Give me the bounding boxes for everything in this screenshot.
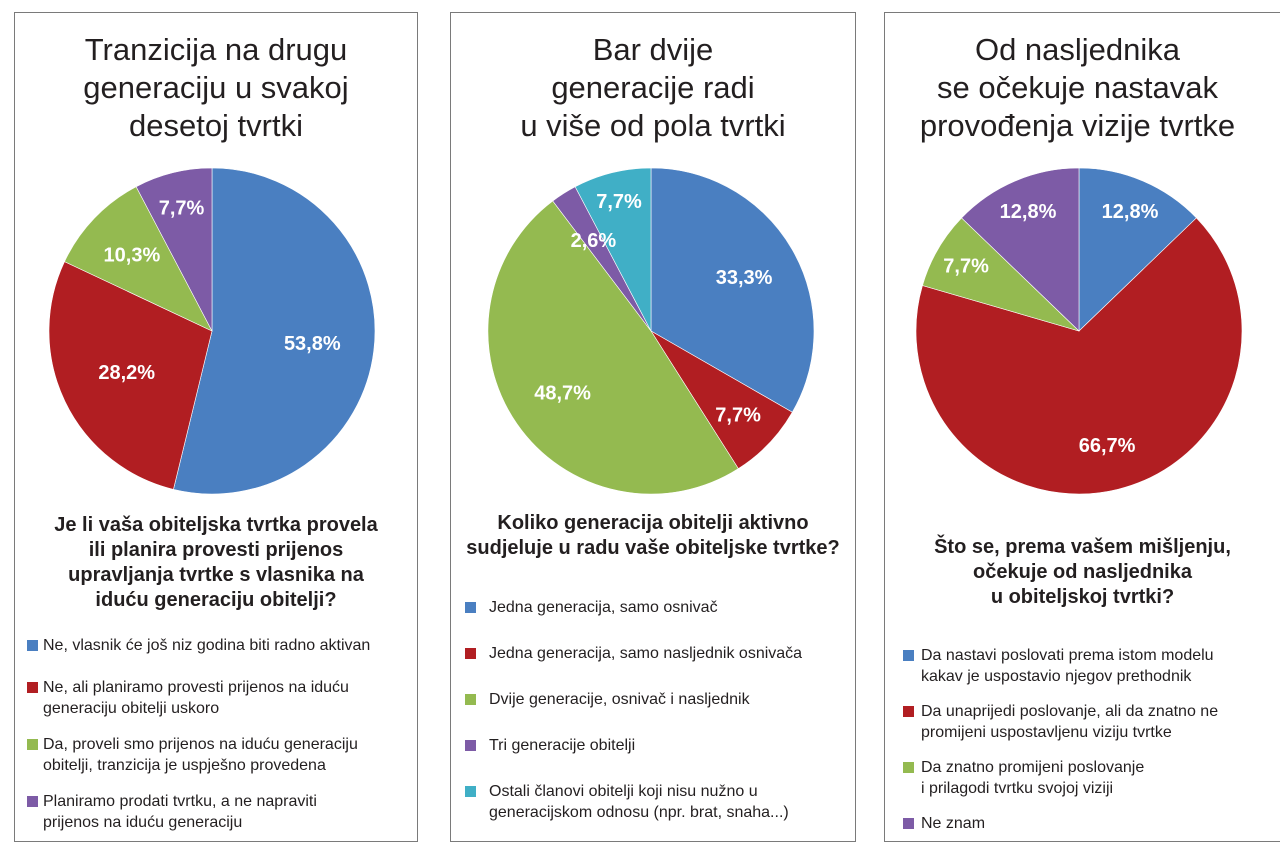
legend-swatch [27,682,38,693]
legend-item: Dvije generacije, osnivač i nasljednik [451,689,855,710]
slice-value-label: 48,7% [534,382,591,404]
legend-item: Da nastavi poslovati prema istom modelu … [885,645,1280,687]
chart-title: Bar dvije generacije radi u više od pola… [451,31,855,145]
chart-title-line: generacije radi [551,70,755,105]
pie-slice [1078,167,1197,332]
survey-question: Je li vaša obiteljska tvrtka provela ili… [23,513,409,613]
question-line: Što se, prema vašem mišljenju, [934,536,1231,558]
slice-value-label: 7,7% [596,191,642,213]
question-line: Je li vaša obiteljska tvrtka provela [54,514,378,536]
legend-swatch [465,602,476,613]
question-line: sudjeluje u radu vaše obiteljske tvrtke? [466,537,840,559]
legend-item: Da znatno promijeni poslovanje i prilago… [885,757,1280,799]
chart-title-line: u više od pola tvrtki [520,108,786,143]
slice-value-label: 66,7% [1079,435,1136,457]
chart-title-line: provođenja vizije tvrtke [919,108,1236,143]
slice-value-label: 33,3% [716,267,773,289]
pie-chart: 33,3% 7,7% 48,7% 2,6% 7,7% [487,167,815,495]
chart-title-line: se očekuje nastavak [937,70,1218,105]
slice-value-label: 7,7% [943,256,989,278]
question-line: ili planira provesti prijenos [88,539,344,561]
legend-item: Planiramo prodati tvrtku, a ne napraviti… [15,791,417,833]
pie-chart: 53,8% 28,2% 10,3% 7,7% [48,167,376,495]
chart-title-line: Tranzicija na drugu [84,32,348,67]
legend-label: Planiramo prodati tvrtku, a ne napraviti… [43,793,317,831]
legend-swatch [27,640,38,651]
legend-swatch [903,762,914,773]
chart-panel-transition: Tranzicija na drugu generaciju u svakoj … [14,12,418,842]
pie-slice [650,167,815,413]
slice-value-label: 7,7% [159,198,205,220]
pie-slice [135,167,213,332]
legend-item: Da, proveli smo prijenos na iduću genera… [15,734,417,776]
pie-slice [487,200,739,495]
legend-swatch [465,648,476,659]
legend-label: Jedna generacija, samo osnivač [489,599,718,616]
question-line: u obiteljskoj tvrtki? [990,586,1175,608]
legend-swatch [903,706,914,717]
legend-label: Ostali članovi obitelji koji nisu nužno … [489,783,789,821]
legend-swatch [27,796,38,807]
legend-item: Jedna generacija, samo osnivač [451,597,855,618]
legend-label: Ne, ali planiramo provesti prijenos na i… [43,679,349,717]
legend-label: Da nastavi poslovati prema istom modelu … [921,647,1214,685]
chart-title-line: Od nasljednika [974,32,1181,67]
legend-item: Ostali članovi obitelji koji nisu nužno … [451,781,855,823]
legend-item: Jedna generacija, samo nasljednik osniva… [451,643,855,664]
legend-swatch [465,740,476,751]
pie-slice [915,217,1243,495]
pie-slice [173,167,376,495]
pie-chart: 12,8% 66,7% 7,7% 12,8% [915,167,1243,495]
survey-question: Što se, prema vašem mišljenju, očekuje o… [893,535,1272,610]
legend-item: Da unaprijedi poslovanje, ali da znatno … [885,701,1280,743]
pie-slice [64,186,213,332]
slice-value-label: 12,8% [1000,201,1057,223]
slice-value-label: 28,2% [98,362,155,384]
legend-item: Ne znam [885,813,1280,834]
survey-question: Koliko generacija obitelji aktivno sudje… [459,511,847,561]
legend-label: Tri generacije obitelji [489,737,636,754]
chart-title: Od nasljednika se očekuje nastavak provo… [885,31,1280,145]
legend-label: Ne znam [921,815,986,832]
legend-label: Da, proveli smo prijenos na iduću genera… [43,736,358,774]
legend-item: Tri generacije obitelji [451,735,855,756]
slice-value-label: 7,7% [715,404,761,426]
legend-swatch [903,818,914,829]
chart-panel-generations: Bar dvije generacije radi u više od pola… [450,12,856,842]
legend-swatch [903,650,914,661]
question-line: iduću generaciju obitelji? [95,589,337,611]
chart-title-line: Bar dvije [592,32,714,67]
legend-label: Jedna generacija, samo nasljednik osniva… [489,645,803,662]
legend-item: Ne, vlasnik će još niz godina biti radno… [15,635,417,656]
pie-slice [961,167,1080,332]
legend-label: Dvije generacije, osnivač i nasljednik [489,691,750,708]
legend-label: Ne, vlasnik će još niz godina biti radno… [43,637,371,654]
pie-slice [48,261,213,490]
legend-swatch [27,739,38,750]
legend-label: Da unaprijedi poslovanje, ali da znatno … [921,703,1219,741]
legend-swatch [465,786,476,797]
legend-swatch [465,694,476,705]
pie-slice [574,167,652,332]
slice-value-label: 12,8% [1102,201,1159,223]
question-line: očekuje od nasljednika [973,561,1192,583]
slice-value-label: 53,8% [284,333,341,355]
chart-title: Tranzicija na drugu generaciju u svakoj … [15,31,417,145]
legend-label: Da znatno promijeni poslovanje i prilago… [921,759,1145,797]
legend-item: Ne, ali planiramo provesti prijenos na i… [15,677,417,719]
chart-title-line: generaciju u svakoj [83,70,349,105]
chart-title-line: desetoj tvrtki [128,108,303,143]
chart-panel-successor: Od nasljednika se očekuje nastavak provo… [884,12,1280,842]
slice-value-label: 10,3% [104,244,161,266]
question-line: upravljanja tvrtke s vlasnika na [68,564,364,586]
slice-value-label: 2,6% [571,230,617,252]
question-line: Koliko generacija obitelji aktivno [497,512,809,534]
